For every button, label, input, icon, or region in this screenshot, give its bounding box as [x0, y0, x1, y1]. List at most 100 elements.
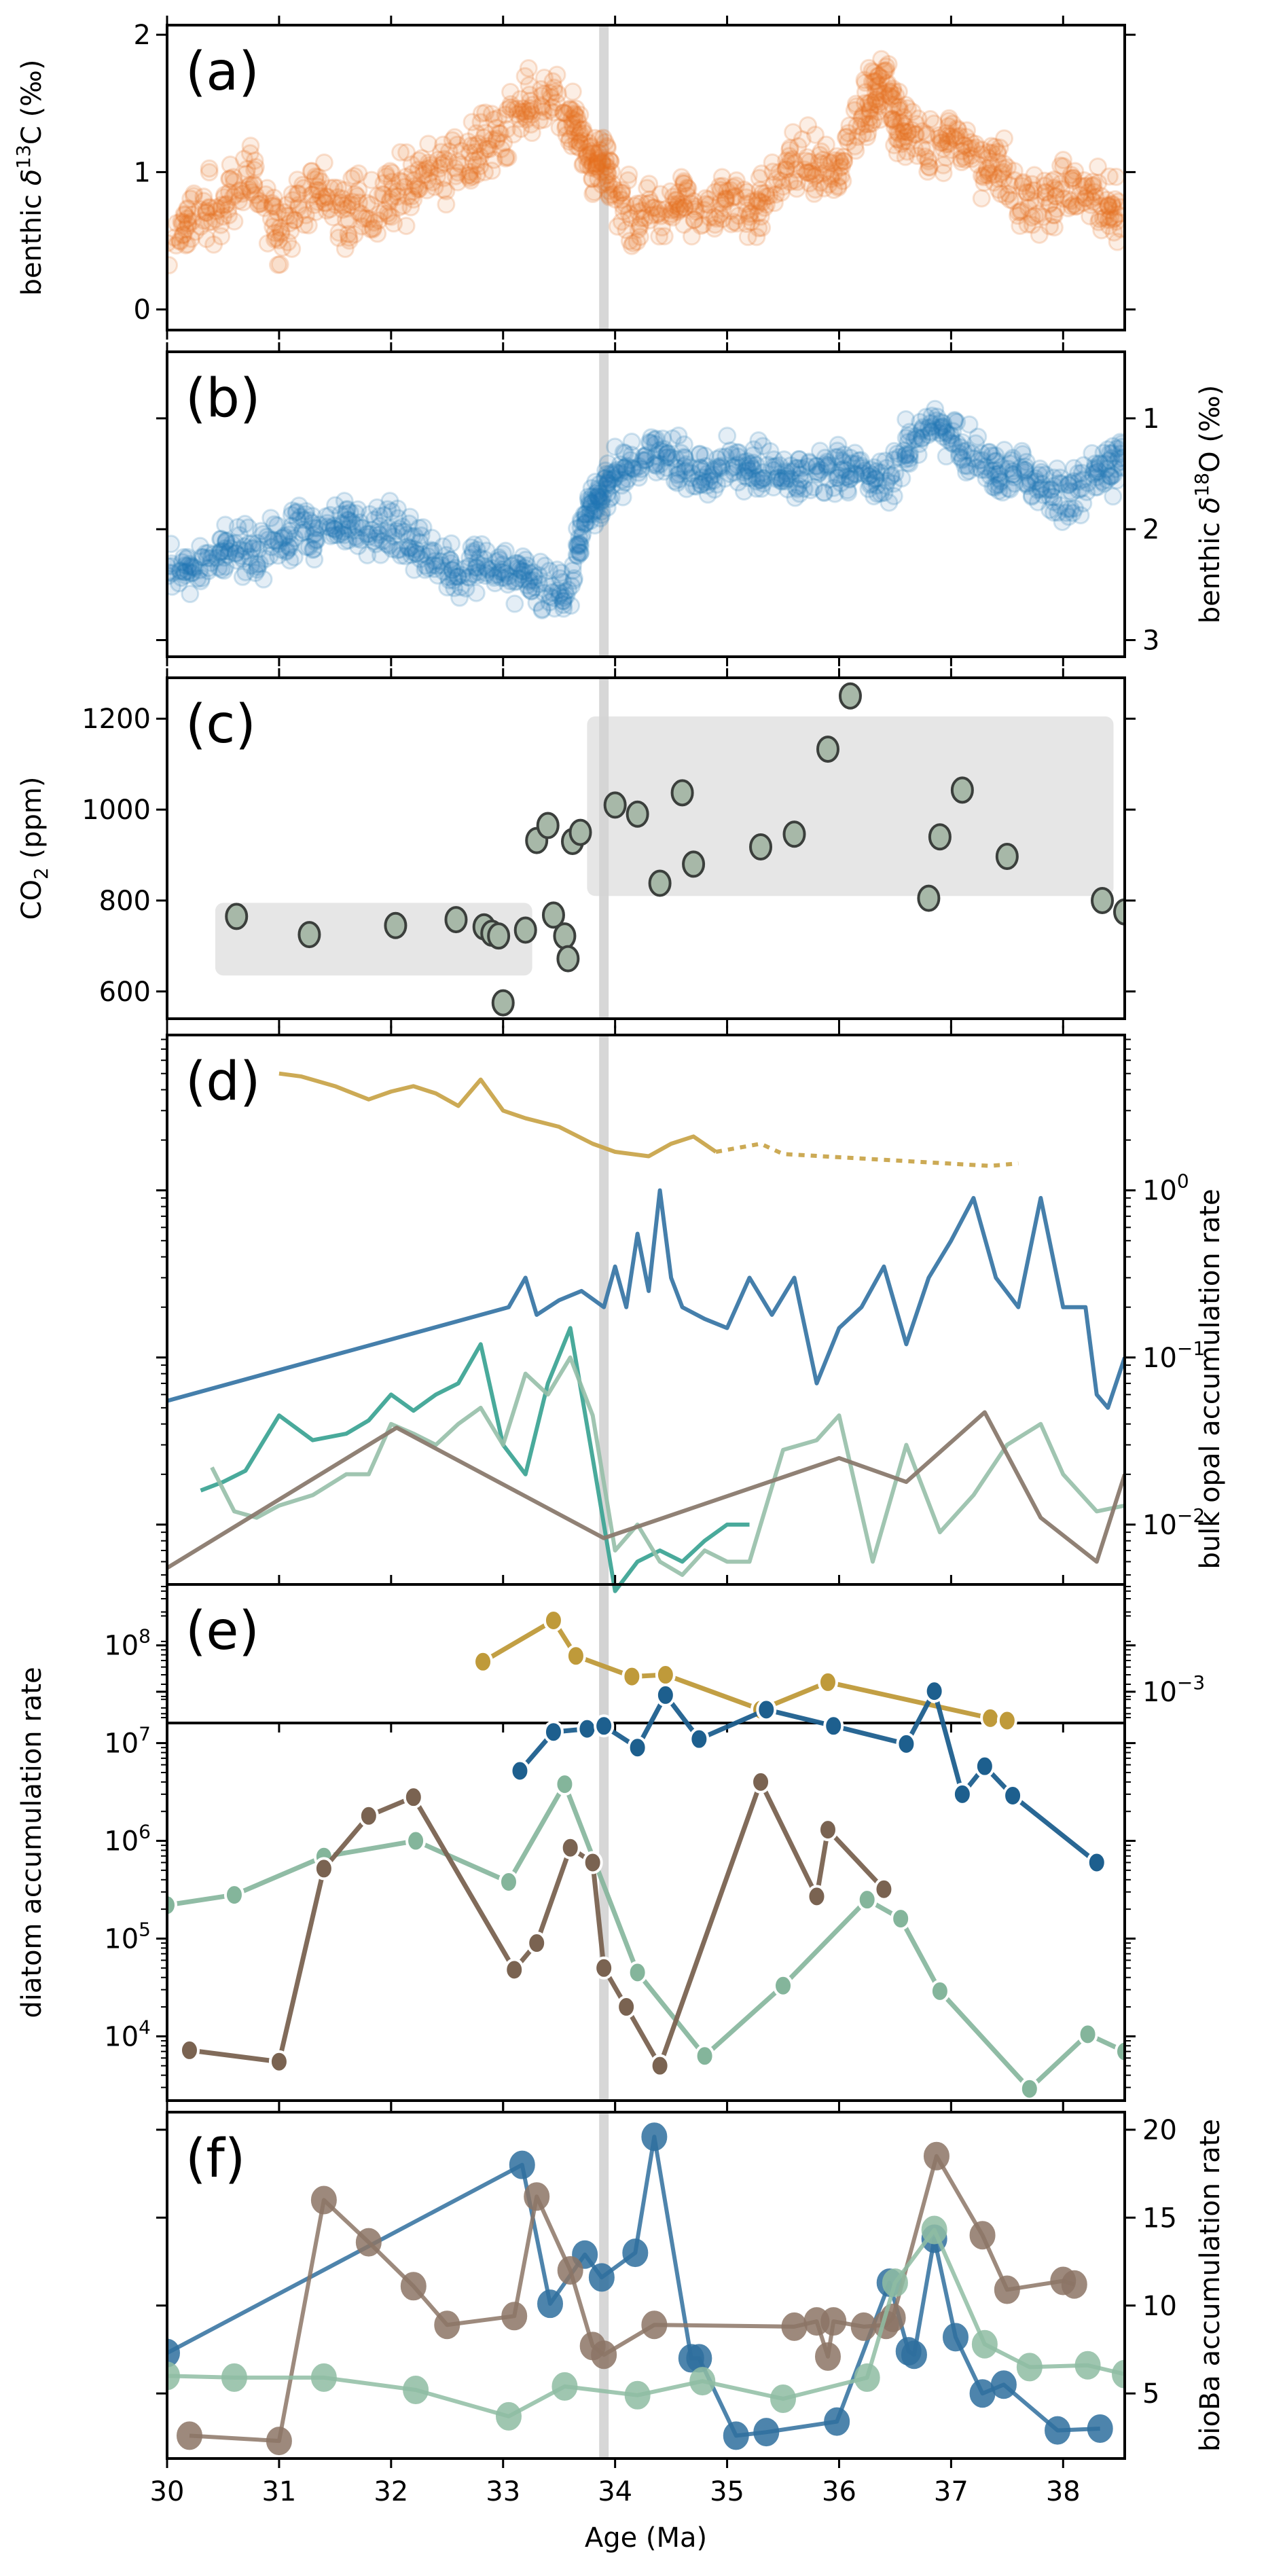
data-point	[872, 50, 891, 69]
data-point	[382, 164, 401, 183]
data-point	[902, 120, 921, 139]
series-marker-blue	[753, 2418, 780, 2447]
y-tick-label: 104	[104, 2016, 151, 2052]
data-point	[974, 168, 993, 187]
series-marker-blue	[974, 1754, 995, 1778]
data-point	[938, 126, 957, 145]
data-point	[398, 187, 417, 206]
data-point	[240, 176, 259, 195]
series-marker-sage	[773, 1974, 794, 1997]
data-point	[617, 462, 636, 481]
data-point	[958, 121, 977, 140]
data-point	[391, 540, 410, 559]
data-point	[602, 162, 621, 181]
data-point	[612, 212, 631, 231]
data-point	[757, 183, 776, 202]
data-point	[226, 544, 245, 563]
data-point	[1101, 208, 1120, 227]
data-point	[264, 217, 283, 236]
data-point	[570, 534, 589, 553]
data-point	[384, 527, 403, 546]
data-point	[568, 113, 587, 132]
data-point	[651, 185, 670, 204]
data-point	[960, 139, 979, 158]
data-point	[983, 143, 1002, 162]
series-marker-blue	[655, 1683, 676, 1707]
data-point	[283, 185, 302, 204]
data-point	[821, 167, 840, 186]
data-point	[814, 150, 833, 169]
series-marker-blue	[824, 2407, 850, 2436]
series-line-gold	[278, 1071, 717, 1159]
data-point	[239, 534, 258, 554]
co2-point	[917, 884, 941, 912]
data-point	[590, 492, 609, 511]
data-point	[861, 108, 880, 127]
data-point	[682, 469, 701, 488]
data-point	[598, 465, 617, 484]
data-point	[598, 165, 617, 184]
data-point	[829, 168, 848, 187]
data-point	[547, 65, 566, 84]
data-point	[1032, 479, 1051, 498]
data-point	[896, 128, 915, 147]
data-point	[562, 109, 581, 128]
data-point	[598, 170, 617, 189]
data-point	[708, 457, 727, 476]
series-marker-gold	[817, 1670, 838, 1694]
data-point	[992, 184, 1011, 203]
data-point	[499, 148, 518, 167]
series-marker-blue	[622, 2238, 649, 2268]
data-point	[490, 550, 509, 569]
data-point	[797, 163, 816, 182]
data-point	[404, 171, 423, 190]
data-point	[837, 127, 856, 146]
data-point	[589, 148, 608, 167]
data-point	[630, 217, 649, 236]
data-point	[325, 526, 344, 545]
data-point	[691, 217, 710, 236]
data-point	[554, 103, 573, 122]
data-point	[582, 479, 601, 498]
data-point	[373, 185, 392, 204]
data-point	[950, 126, 969, 145]
series-marker-blue	[823, 1714, 844, 1738]
data-point	[585, 500, 604, 519]
data-point	[329, 228, 348, 247]
series-marker-brown	[781, 2312, 808, 2341]
series-marker-gold	[473, 1650, 494, 1673]
data-point	[736, 467, 755, 486]
data-point	[966, 134, 985, 153]
data-point	[1074, 194, 1093, 213]
data-point	[545, 82, 564, 101]
plot-area	[167, 1035, 1125, 1723]
data-point	[913, 122, 932, 141]
series-marker-sage	[882, 2268, 908, 2298]
series-marker-gold	[543, 1608, 564, 1632]
data-point	[448, 163, 467, 182]
data-point	[439, 568, 458, 587]
data-point	[433, 556, 452, 575]
data-point	[213, 196, 232, 215]
data-point	[738, 183, 757, 202]
data-point	[647, 429, 666, 448]
data-point	[716, 192, 735, 211]
data-point	[280, 522, 299, 541]
data-point	[1005, 162, 1024, 181]
data-point	[1040, 217, 1060, 236]
data-point	[655, 462, 674, 481]
data-point	[167, 577, 181, 596]
co2-point	[444, 906, 468, 934]
data-point	[899, 132, 918, 151]
data-point	[906, 125, 925, 144]
data-point	[606, 462, 625, 481]
data-point	[311, 186, 330, 205]
data-point	[417, 181, 436, 200]
data-point	[741, 204, 760, 223]
data-point	[593, 154, 612, 173]
data-point	[575, 515, 594, 534]
data-point	[947, 127, 966, 146]
data-point	[308, 192, 327, 211]
series-marker-sage	[856, 1888, 877, 1912]
